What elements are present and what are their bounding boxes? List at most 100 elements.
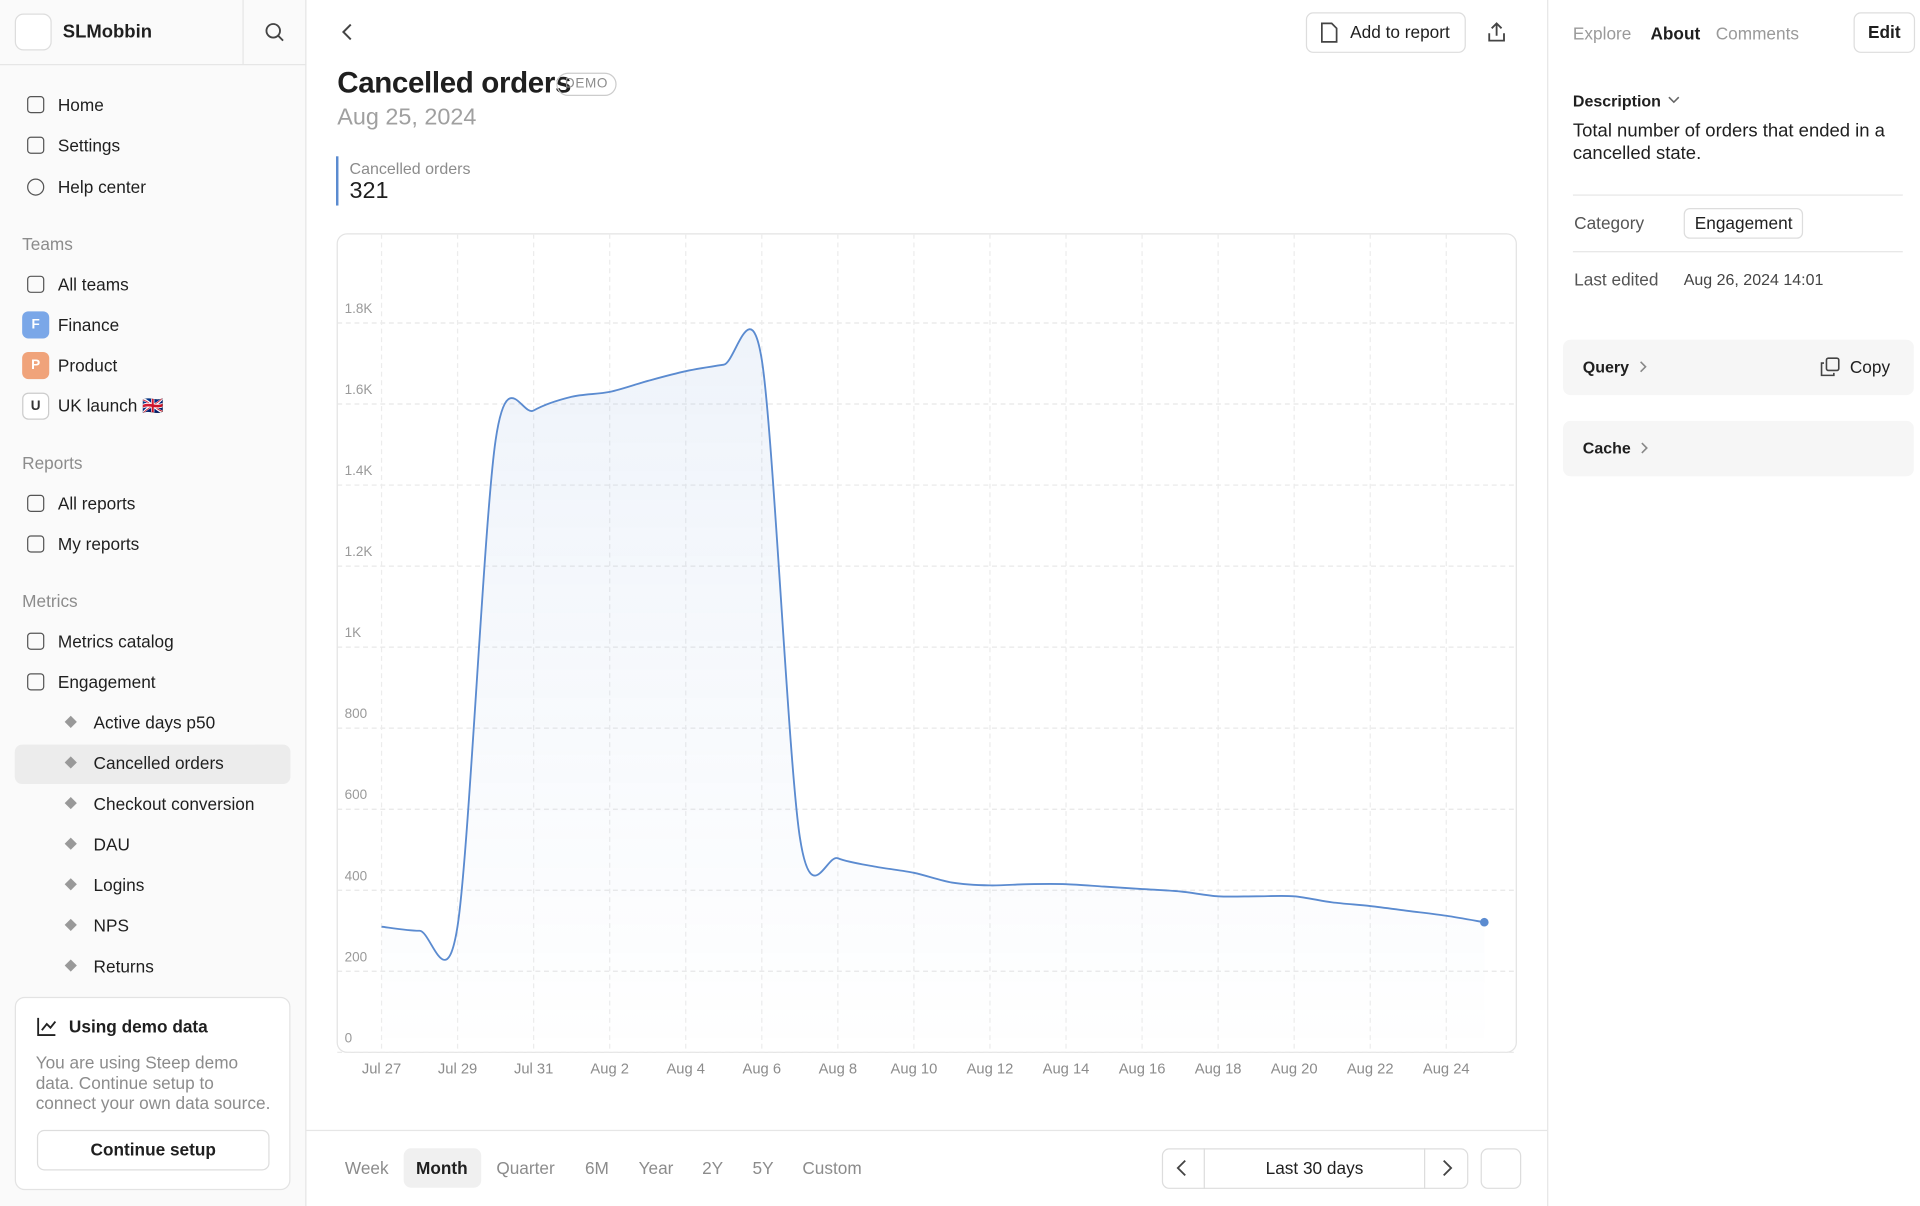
x-tick-label: Aug 12 xyxy=(967,1061,1014,1077)
query-title[interactable]: Query xyxy=(1582,357,1630,376)
workspace-name[interactable]: SLMobbin xyxy=(62,21,152,43)
period-tab[interactable]: 6M xyxy=(584,1158,609,1178)
nav-item[interactable]: Help center xyxy=(57,177,146,197)
divider xyxy=(242,0,244,64)
x-tick-label: Aug 6 xyxy=(743,1061,782,1077)
query-section[interactable] xyxy=(1563,339,1914,396)
nav-icon xyxy=(27,632,45,650)
date: Aug 25, 2024 xyxy=(337,104,477,131)
panel-tab[interactable]: Comments xyxy=(1715,23,1799,44)
period-tab[interactable]: 2Y xyxy=(702,1158,724,1178)
nav-item[interactable]: Metrics catalog xyxy=(57,631,174,652)
workspace-icon[interactable] xyxy=(14,13,52,51)
x-tick-label: Aug 22 xyxy=(1347,1061,1394,1077)
period-tab[interactable]: 5Y xyxy=(752,1158,774,1178)
add-to-report-button[interactable] xyxy=(1305,12,1466,53)
nav-item[interactable]: All reports xyxy=(57,493,136,514)
nav-item[interactable]: Finance xyxy=(57,315,120,335)
field-value: Aug 26, 2024 14:01 xyxy=(1683,270,1824,289)
search-icon[interactable] xyxy=(263,21,285,43)
chart-icon xyxy=(37,1017,57,1036)
x-tick-label: Aug 20 xyxy=(1271,1061,1318,1077)
metric-item[interactable]: Cancelled orders xyxy=(93,753,224,773)
panel-tab[interactable]: Explore xyxy=(1572,23,1632,44)
x-tick-label: Jul 27 xyxy=(362,1061,401,1077)
period-tab[interactable]: Month xyxy=(416,1158,468,1178)
section-title: Teams xyxy=(22,233,73,254)
y-tick-label: 400 xyxy=(345,868,368,883)
chevron-icon xyxy=(1640,361,1647,373)
y-tick-label: 600 xyxy=(345,787,368,802)
description-title[interactable]: Description xyxy=(1572,91,1661,111)
range-label[interactable]: Last 30 days xyxy=(1265,1158,1364,1178)
metric-item[interactable]: DAU xyxy=(93,834,130,855)
x-tick-label: Aug 4 xyxy=(666,1061,705,1077)
edit-button[interactable]: Edit xyxy=(1853,12,1916,53)
divider xyxy=(1572,194,1903,196)
x-tick-label: Aug 16 xyxy=(1119,1061,1166,1077)
metric-value: 321 xyxy=(349,178,389,205)
divider xyxy=(1572,251,1903,253)
nav-item[interactable]: All teams xyxy=(57,274,129,295)
metric-item[interactable]: Checkout conversion xyxy=(93,793,255,814)
field-label: Category xyxy=(1574,212,1645,233)
period-tab[interactable]: Quarter xyxy=(496,1158,555,1178)
cache-section[interactable] xyxy=(1563,420,1914,477)
team-badge: U xyxy=(22,392,50,420)
y-tick-label: 1.8K xyxy=(345,301,373,316)
chart-settings-button[interactable] xyxy=(1480,1148,1522,1189)
field-label: Last edited xyxy=(1574,269,1659,290)
demo-title: Using demo data xyxy=(68,1016,208,1037)
y-tick-label: 200 xyxy=(345,949,368,964)
metric-bar xyxy=(335,156,339,206)
last-point xyxy=(1479,917,1489,927)
copy-icon xyxy=(1820,357,1840,377)
x-tick-label: Aug 18 xyxy=(1195,1061,1242,1077)
metric-item[interactable]: Active days p50 xyxy=(93,712,216,733)
nav-item[interactable]: Home xyxy=(57,94,104,115)
report-icon xyxy=(1320,22,1338,43)
prev-button[interactable] xyxy=(1173,1158,1193,1178)
nav-item[interactable]: Engagement xyxy=(57,671,156,692)
metric-label: Cancelled orders xyxy=(349,159,471,178)
y-tick-label: 1.4K xyxy=(345,463,373,478)
nav-item[interactable]: Product xyxy=(57,355,118,376)
active-period xyxy=(403,1148,482,1188)
divider xyxy=(1203,1148,1205,1189)
period-tab[interactable]: Year xyxy=(638,1158,674,1178)
nav-item[interactable]: UK launch 🇬🇧 xyxy=(57,395,164,416)
nav-item[interactable]: Settings xyxy=(57,135,121,156)
nav-icon xyxy=(27,136,45,154)
add-to-report[interactable]: Add to report xyxy=(1350,22,1450,42)
next-button[interactable] xyxy=(1436,1158,1456,1178)
continue-button[interactable]: Continue setup xyxy=(36,1129,270,1171)
nav-icon xyxy=(27,178,45,196)
period-tab[interactable]: Week xyxy=(344,1158,389,1178)
nav-icon xyxy=(27,673,45,691)
team-badge: F xyxy=(22,311,50,339)
metric-item[interactable]: Returns xyxy=(93,956,154,976)
share-icon[interactable] xyxy=(1486,21,1508,43)
team-badge: P xyxy=(22,351,50,380)
divider xyxy=(306,1129,1548,1132)
metric-item[interactable]: Logins xyxy=(93,875,145,895)
y-tick-label: 1.6K xyxy=(345,382,373,397)
x-tick-label: Aug 24 xyxy=(1423,1061,1470,1077)
nav-icon xyxy=(27,275,45,293)
back-icon[interactable] xyxy=(337,22,357,42)
nav-item[interactable]: My reports xyxy=(57,534,140,554)
category-chip[interactable]: Engagement xyxy=(1683,207,1804,239)
cache-title[interactable]: Cache xyxy=(1582,438,1631,458)
demo-badge: DEMO xyxy=(556,72,617,96)
line xyxy=(381,328,1485,961)
period-tab[interactable]: Custom xyxy=(802,1158,862,1178)
metric-item[interactable]: NPS xyxy=(93,915,129,936)
nav-icon xyxy=(27,494,45,512)
demo-text: You are using Steep demo data. Continue … xyxy=(35,1052,271,1113)
x-tick-label: Aug 2 xyxy=(590,1061,629,1077)
description: Total number of orders that ended in a c… xyxy=(1572,120,1885,164)
panel-tab[interactable]: About xyxy=(1650,23,1701,44)
demo-card xyxy=(14,996,291,1191)
copy-button[interactable]: Copy xyxy=(1849,356,1891,377)
